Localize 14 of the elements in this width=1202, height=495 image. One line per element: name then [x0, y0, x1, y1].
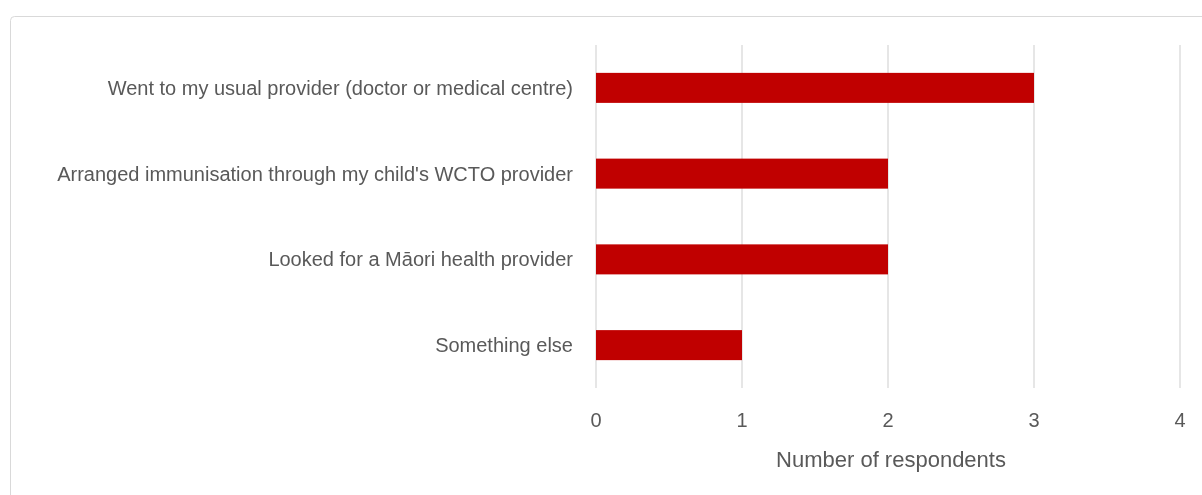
bar [596, 72, 1034, 103]
x-tick-label: 3 [1028, 409, 1040, 431]
x-tick-label: 2 [882, 409, 894, 431]
bar [596, 244, 888, 275]
x-tick-label: 4 [1174, 409, 1186, 431]
y-tick-label: Something else [435, 334, 573, 357]
bar [596, 158, 888, 189]
bar [596, 330, 742, 361]
x-tick-label: 1 [736, 409, 748, 431]
y-tick-label: Went to my usual provider (doctor or medical centre) [107, 76, 573, 99]
y-tick-label: Arranged immunisation through my child's WCTO provider [57, 162, 574, 185]
y-tick-label: Looked for a Māori health provider [268, 248, 574, 271]
x-axis-title: Number of respondents [776, 447, 1006, 472]
x-tick-label: 0 [590, 409, 602, 431]
